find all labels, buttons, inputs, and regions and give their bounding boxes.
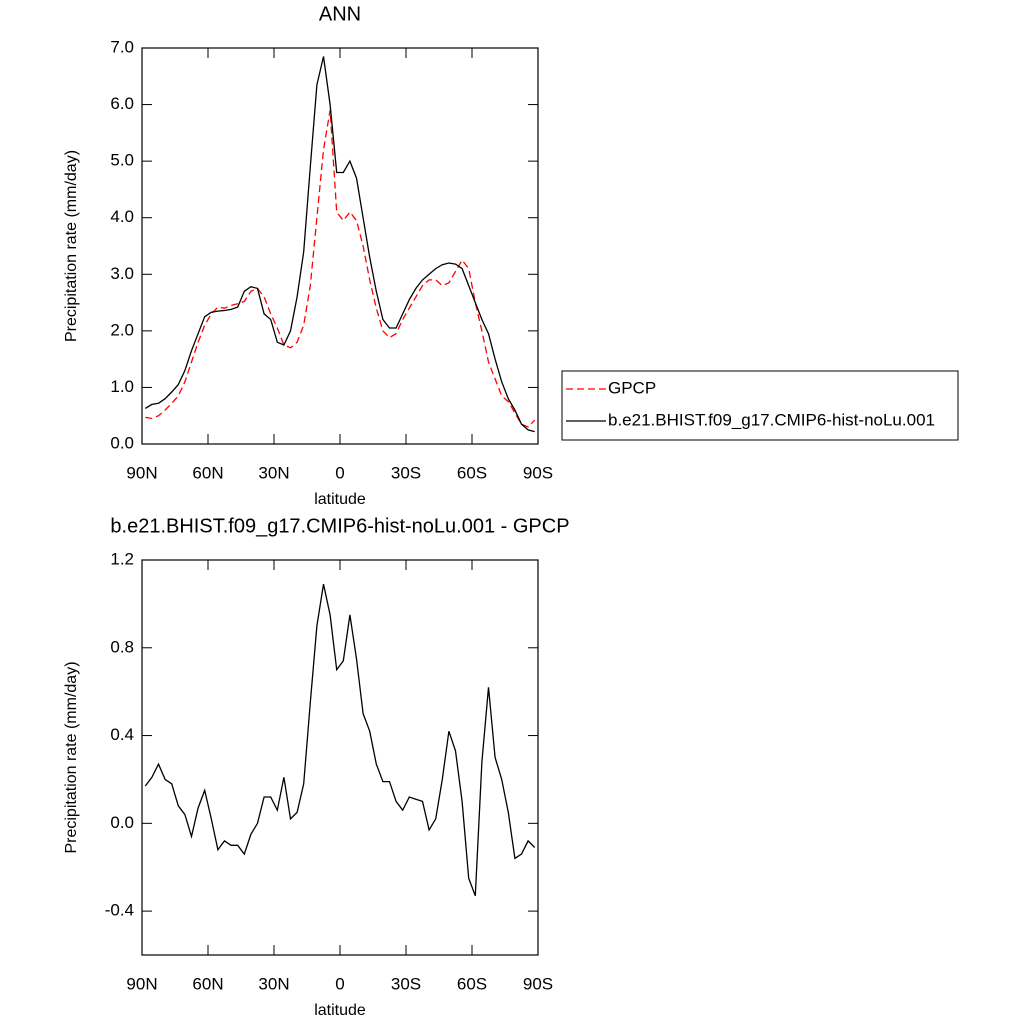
x-tick-label: 0	[335, 974, 344, 993]
y-tick-label: 7.0	[110, 37, 134, 56]
data-line	[144, 56, 535, 433]
x-tick-label: 90S	[523, 463, 553, 482]
y-tick-label: 6.0	[110, 94, 134, 113]
legend-label: b.e21.BHIST.f09_g17.CMIP6-hist-noLu.001	[608, 410, 935, 429]
y-axis-label: Precipitation rate (mm/day)	[63, 661, 80, 853]
y-tick-label: 3.0	[110, 264, 134, 283]
x-tick-label: 60S	[457, 463, 487, 482]
legend-box	[561, 370, 959, 441]
y-tick-label: 2.0	[110, 320, 134, 339]
x-axis-label: latitude	[314, 1002, 366, 1019]
chart-title: ANN	[319, 3, 361, 25]
y-tick-label: 1.0	[110, 377, 134, 396]
x-tick-label: 60N	[192, 974, 223, 993]
data-line	[144, 583, 536, 897]
x-tick-label: 30N	[258, 974, 289, 993]
x-tick-label: 60S	[457, 974, 487, 993]
y-tick-label: 0.8	[110, 637, 134, 656]
y-tick-label: 0.0	[110, 813, 134, 832]
x-axis-label: latitude	[314, 491, 366, 508]
y-tick-label: 1.2	[110, 549, 134, 568]
x-tick-label: 90S	[523, 974, 553, 993]
data-line	[145, 110, 536, 428]
x-tick-label: 30S	[391, 974, 421, 993]
y-tick-label: 5.0	[110, 151, 134, 170]
x-tick-label: 90N	[126, 974, 157, 993]
x-tick-label: 30S	[391, 463, 421, 482]
y-axis-label: Precipitation rate (mm/day)	[63, 150, 80, 342]
y-tick-label: 4.0	[110, 207, 134, 226]
plot-frame	[141, 47, 539, 445]
x-tick-label: 60N	[192, 463, 223, 482]
legend-label: GPCP	[608, 378, 656, 397]
chart-title: b.e21.BHIST.f09_g17.CMIP6-hist-noLu.001 …	[110, 515, 569, 537]
x-tick-label: 90N	[126, 463, 157, 482]
y-tick-label: 0.0	[110, 433, 134, 452]
y-tick-label: -0.4	[105, 901, 134, 920]
y-tick-label: 0.4	[110, 725, 134, 744]
x-tick-label: 30N	[258, 463, 289, 482]
plot-frame	[141, 559, 539, 956]
x-tick-label: 0	[335, 463, 344, 482]
